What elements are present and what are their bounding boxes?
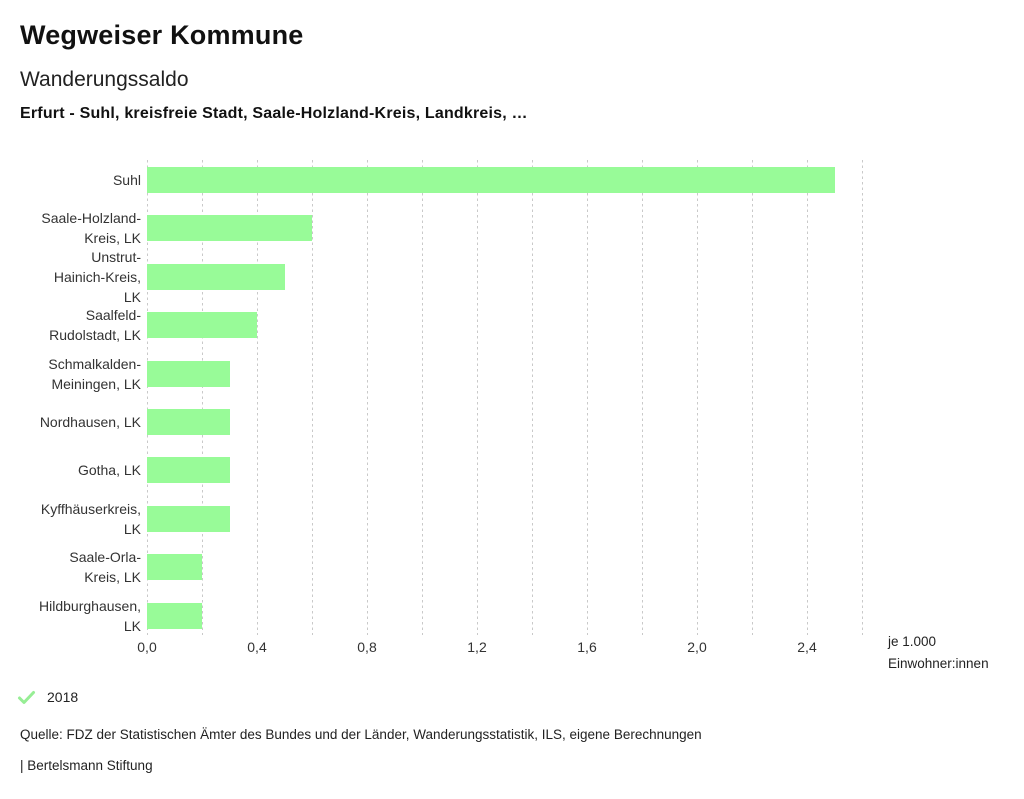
app-title: Wegweiser Kommune bbox=[20, 20, 304, 50]
x-tick-label: 1,6 bbox=[577, 639, 597, 655]
legend-item-2018[interactable]: 2018 bbox=[17, 689, 78, 705]
x-tick-label: 1,2 bbox=[467, 639, 487, 655]
category-label: Gotha, LK bbox=[77, 462, 141, 479]
category-label: Nordhausen, LK bbox=[39, 414, 141, 430]
bar-saale-orla-kreis-lk bbox=[147, 554, 202, 581]
bar-schmalkalden-meiningen-lk bbox=[147, 360, 230, 387]
x-tick-label: 2,0 bbox=[687, 639, 707, 655]
gridline bbox=[147, 160, 148, 635]
gridline bbox=[202, 160, 203, 635]
source-text: Quelle: FDZ der Statistischen Ämter des … bbox=[20, 727, 702, 742]
category-label: Suhl bbox=[112, 172, 141, 188]
chart-selection-subtitle: Erfurt - Suhl, kreisfreie Stadt, Saale-H… bbox=[20, 105, 528, 122]
x-axis-unit-line2: Einwohner:innen bbox=[888, 656, 989, 671]
category-label: Saale-Holzland- Kreis, LK bbox=[41, 210, 141, 247]
value-axis: 0,0 0,4 0,8 1,2 1,6 2,0 2,4 bbox=[137, 639, 862, 659]
chart-title: Wanderungssaldo bbox=[20, 68, 189, 91]
bar-hildburghausen-lk bbox=[147, 602, 202, 629]
bar-saalfeld-rudolstadt-lk bbox=[147, 312, 257, 339]
gridline bbox=[642, 160, 643, 635]
x-axis-unit-line1: je 1.000 bbox=[888, 634, 937, 649]
gridline bbox=[422, 160, 423, 635]
gridline bbox=[807, 160, 808, 635]
bar-unstrut-hainich-kreis-lk bbox=[147, 263, 285, 290]
bar-nordhausen-lk bbox=[147, 409, 230, 435]
check-icon bbox=[18, 690, 35, 704]
gridline bbox=[257, 160, 258, 635]
gridline bbox=[862, 160, 863, 635]
category-label: Schmalkalden- Meiningen, LK bbox=[48, 355, 141, 392]
gridline bbox=[477, 160, 478, 635]
bar-saale-holzland-kreis-lk bbox=[147, 215, 312, 242]
category-label: Saalfeld- Rudolstadt, LK bbox=[49, 307, 141, 344]
category-axis: Suhl Saale-Holzland- Kreis, LK Unstrut- Hain… bbox=[0, 160, 141, 635]
category-label: Saale-Orla- Kreis, LK bbox=[69, 549, 141, 586]
x-tick-label: 0,4 bbox=[247, 639, 267, 655]
gridline bbox=[532, 160, 533, 635]
bar-gotha-lk bbox=[147, 457, 230, 484]
category-label: Kyffhäuserkreis, LK bbox=[40, 500, 141, 537]
bar-suhl bbox=[147, 167, 835, 193]
plot-area bbox=[147, 160, 863, 635]
gridline bbox=[367, 160, 368, 635]
category-label: Hildburghausen, LK bbox=[39, 597, 141, 634]
gridline bbox=[587, 160, 588, 635]
gridline bbox=[697, 160, 698, 635]
x-tick-label: 0,0 bbox=[137, 639, 157, 655]
legend-year-label: 2018 bbox=[47, 689, 79, 705]
x-axis-unit-label: je 1.000 Einwohner:innen bbox=[888, 631, 989, 675]
attribution-text: | Bertelsmann Stiftung bbox=[20, 758, 153, 773]
x-tick-label: 0,8 bbox=[357, 639, 377, 655]
category-label: Unstrut- Hainich-Kreis, LK bbox=[53, 248, 141, 305]
gridline bbox=[752, 160, 753, 635]
gridline bbox=[312, 160, 313, 635]
bar-kyffh-userkreis-lk bbox=[147, 505, 230, 532]
x-tick-label: 2,4 bbox=[797, 639, 817, 655]
